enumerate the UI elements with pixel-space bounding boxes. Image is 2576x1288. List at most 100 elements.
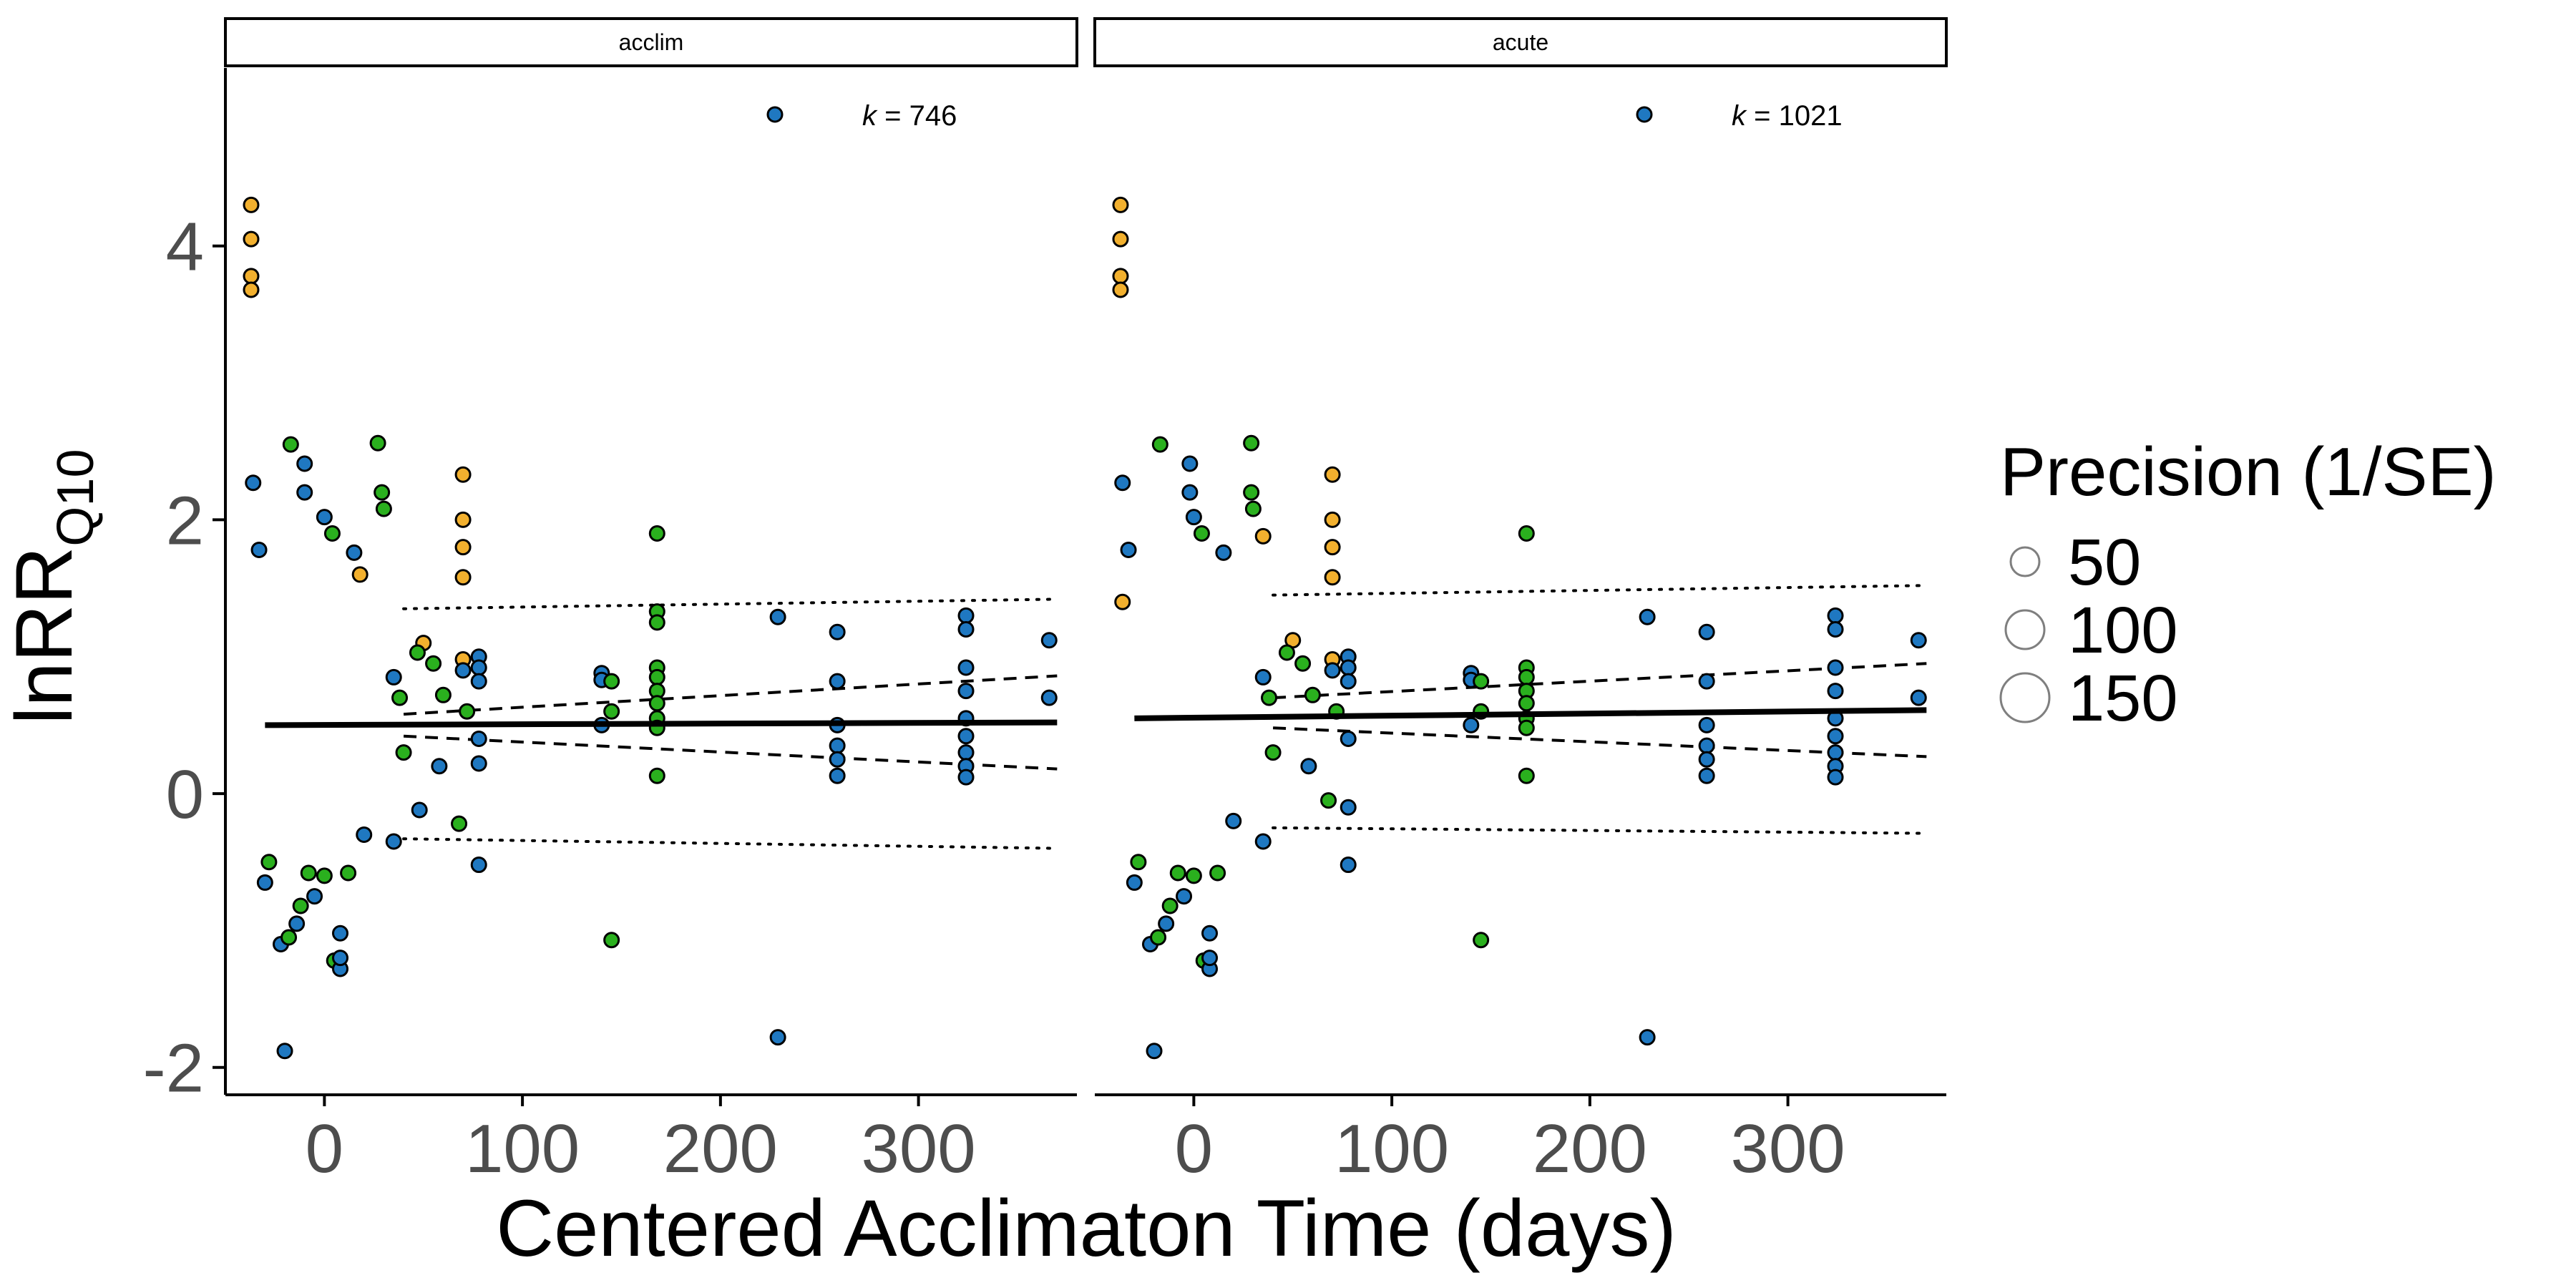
data-point: [957, 744, 975, 761]
k-label: k = 746: [862, 100, 957, 132]
data-point: [1698, 623, 1715, 640]
data-point: [1340, 731, 1357, 748]
k-marker: [1636, 106, 1653, 123]
data-point: [1827, 620, 1844, 638]
prediction-interval-upper: [402, 597, 1059, 610]
data-point: [603, 932, 620, 949]
x-tick-label: 300: [1731, 1111, 1845, 1187]
y-axis-title-subscript: Q10: [47, 449, 104, 546]
data-point: [454, 569, 472, 586]
data-point: [1176, 888, 1193, 905]
x-tick-label: 0: [306, 1111, 343, 1187]
data-point: [1185, 867, 1202, 884]
legend-size-symbol: [2009, 546, 2041, 577]
data-point: [332, 924, 349, 942]
data-point: [1698, 737, 1715, 754]
data-point: [1040, 689, 1058, 706]
data-point: [957, 769, 975, 786]
data-point: [454, 539, 472, 556]
data-point: [1278, 644, 1295, 661]
y-tick-label: 2: [166, 482, 204, 559]
data-point: [1114, 593, 1131, 610]
data-point: [431, 758, 448, 775]
data-point: [1324, 662, 1341, 679]
data-point: [1639, 1029, 1656, 1046]
prediction-interval-lower: [402, 837, 1059, 850]
data-point: [346, 544, 363, 561]
data-point: [243, 281, 260, 298]
data-point: [1518, 525, 1535, 542]
data-point: [451, 815, 468, 832]
x-tick-label: 0: [1175, 1111, 1213, 1187]
k-value: = 746: [877, 100, 957, 132]
data-point: [1340, 799, 1357, 816]
x-tick-label: 300: [862, 1111, 976, 1187]
data-point: [282, 436, 299, 453]
panel-acute: acute 0 100 200 300 k = 1021: [1093, 17, 1948, 1187]
data-point: [829, 751, 846, 768]
data-point: [292, 897, 309, 914]
data-point: [1910, 689, 1927, 706]
fit-line: [265, 719, 1058, 728]
data-point: [243, 268, 260, 285]
facet-strip-label: acute: [1493, 29, 1548, 55]
data-point: [1120, 541, 1137, 558]
data-point: [1827, 769, 1844, 786]
x-tick-label: 100: [1335, 1111, 1449, 1187]
y-axis-ticks: -2 0 2 4: [143, 209, 225, 1107]
fit-line: [1134, 707, 1927, 721]
facet-strip-acclim: [224, 17, 1078, 67]
data-point: [1264, 744, 1282, 761]
data-point: [332, 950, 349, 967]
data-point: [1324, 511, 1341, 528]
data-point: [829, 737, 846, 754]
data-point: [1112, 230, 1129, 248]
data-point: [296, 484, 313, 501]
data-point: [434, 686, 452, 703]
y-tick-label: -2: [143, 1030, 204, 1107]
data-point: [1181, 455, 1199, 472]
data-point: [1209, 864, 1226, 882]
data-point: [1261, 689, 1278, 706]
data-point: [375, 500, 392, 517]
data-point: [385, 668, 402, 686]
data-point: [1243, 484, 1260, 501]
y-tick-label: 4: [166, 209, 204, 286]
data-point: [280, 929, 298, 946]
data-point: [1126, 874, 1143, 891]
k-label: k = 1021: [1732, 100, 1843, 132]
confidence-interval-lower: [1272, 726, 1927, 758]
data-point: [1698, 767, 1715, 784]
data-point: [356, 826, 373, 843]
data-point: [351, 566, 369, 583]
data-point: [1254, 833, 1272, 850]
data-point: [1130, 854, 1147, 871]
data-point: [769, 608, 786, 625]
data-point: [1151, 436, 1169, 453]
data-point: [411, 801, 428, 819]
data-point: [470, 857, 487, 874]
x-tick-label: 200: [1533, 1111, 1647, 1187]
confidence-interval-upper: [403, 674, 1058, 716]
y-tick-label: 0: [166, 756, 204, 833]
data-point: [1112, 281, 1129, 298]
data-point: [300, 864, 317, 882]
confidence-interval-lower: [403, 734, 1058, 771]
data-point: [260, 854, 278, 871]
facet-strip-label: acclim: [619, 29, 684, 55]
data-point: [1181, 484, 1199, 501]
data-point: [1473, 932, 1490, 949]
data-point: [648, 695, 665, 712]
data-point: [470, 755, 487, 772]
data-point: [1254, 668, 1272, 686]
data-point: [1201, 924, 1219, 942]
data-point: [829, 767, 846, 784]
data-point: [603, 673, 620, 690]
data-point: [1463, 716, 1480, 733]
data-point: [1040, 632, 1058, 649]
data-point: [1827, 744, 1844, 761]
data-point: [1324, 569, 1341, 586]
data-point: [957, 620, 975, 638]
